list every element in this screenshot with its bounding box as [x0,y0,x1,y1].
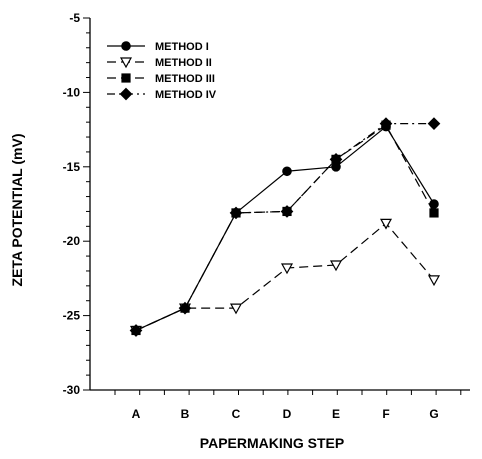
series-line [135,124,435,332]
legend-marker [119,87,133,101]
legend-entry: METHOD II [107,57,212,69]
series-layer [129,117,441,337]
data-point [427,117,441,130]
data-point [231,208,241,218]
data-point [229,303,243,315]
y-tick-label: -5 [69,11,80,25]
legend-marker [121,73,131,83]
legend-marker [121,41,131,51]
y-tick-label: -30 [63,383,81,397]
legend-label: METHOD II [155,57,212,69]
x-tick-label: B [181,407,190,421]
data-point [280,263,294,275]
series-method-i [131,121,439,336]
series-line [135,125,435,332]
legend-label: METHOD I [155,41,209,53]
x-tick-label: F [382,407,389,421]
x-tick-label: D [283,407,292,421]
y-tick-label: -15 [63,160,81,174]
axes: -30 -25 -20 -15 -10 -5 A B C D E F G [63,11,470,421]
data-point [131,325,141,336]
series-method-iii [131,120,439,336]
x-tick-label: G [429,407,438,421]
data-point [427,275,441,287]
legend-entry: METHOD III [107,73,215,85]
legend: METHOD I METHOD II METHOD III METHOD IV [107,41,217,101]
legend-entry: METHOD IV [107,87,217,101]
y-tick-label: -10 [63,85,81,99]
x-axis-title: PAPERMAKING STEP [200,435,344,451]
data-point [331,162,341,172]
series-line [135,222,435,332]
y-axis-title: ZETA POTENTIAL (mV) [9,134,25,287]
data-point [379,218,393,230]
legend-label: METHOD III [155,73,215,85]
legend-marker [119,57,133,69]
x-tick-label: C [232,407,241,421]
data-point [180,303,190,313]
x-tick-label: E [332,407,340,421]
y-tick-label: -25 [63,309,81,323]
legend-label: METHOD IV [155,89,217,101]
data-point [429,208,439,218]
y-tick-label: -20 [63,234,81,248]
x-tick-label: A [132,407,141,421]
legend-entry: METHOD I [107,41,209,53]
series-method-iv [129,117,441,337]
data-point [429,199,439,209]
series-method-ii [129,218,441,337]
data-point [282,166,292,177]
data-point [329,260,343,272]
data-point [282,206,292,217]
data-point [381,121,391,132]
